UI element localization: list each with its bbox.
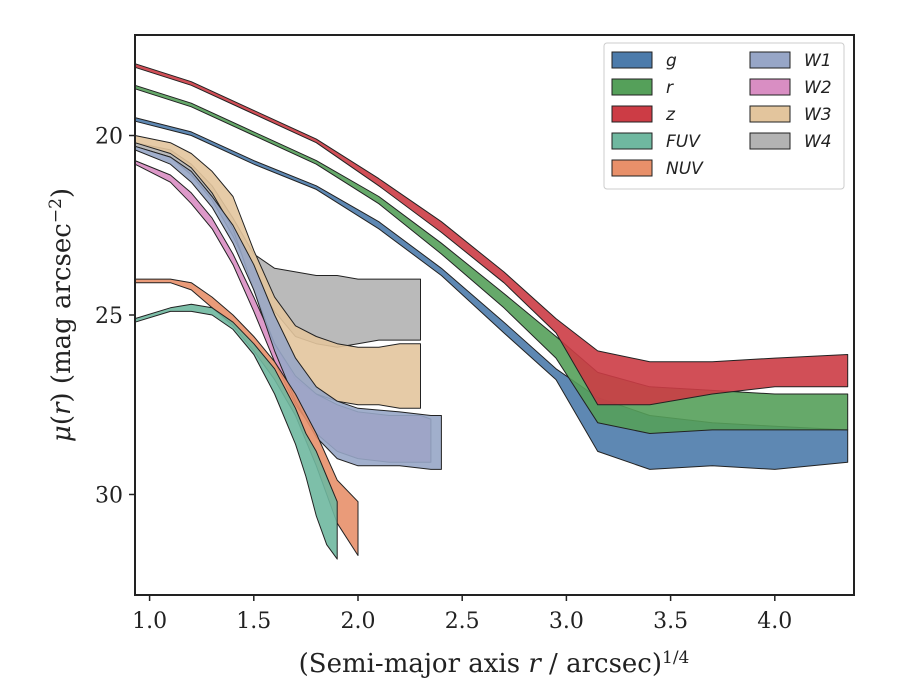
band-fuv [134,303,338,560]
band-nuv [134,278,359,556]
axis-ticks: 1.0 1.5 2.0 2.5 3.0 3.5 4.0 20 25 30 [95,125,792,634]
legend-label-nuv: NUV [666,159,704,179]
legend-label-g: g [666,51,677,71]
legend-swatch-g [611,51,653,69]
legend-swatch-w1 [749,51,791,69]
legend-label-w3: W3 [804,105,832,125]
band-g [134,117,849,470]
x-tick-label: 2.0 [340,609,375,634]
y-tick-label: 25 [95,304,123,329]
x-tick-label: 4.0 [757,609,792,634]
band-z [134,63,849,406]
legend-swatch-z [611,105,653,123]
legend-label-w2: W2 [804,78,832,98]
legend-label-fuv: FUV [666,132,701,152]
legend-swatch-w4 [749,132,791,150]
legend-label-w4: W4 [804,132,832,152]
legend-label-z: z [665,105,676,125]
y-axis-label: μ(r) (mag arcsec−2) [46,188,77,442]
x-tick-label: 2.5 [445,609,480,634]
x-tick-label: 3.0 [549,609,584,634]
legend-swatch-fuv [611,132,653,150]
legend-swatch-r [611,78,653,96]
legend-label-r: r [666,78,674,98]
x-tick-label: 1.0 [132,609,167,634]
legend: grz FUV NUV W1 W2 W3 W4 [603,42,845,190]
x-tick-label: 3.5 [653,609,688,634]
band-r [134,84,849,434]
band-w1 [134,145,442,470]
legend-label-w1: W1 [804,51,832,71]
x-axis-label: (Semi-major axis r / arcsec)1/4 [299,648,690,679]
legend-swatch-nuv [611,159,653,177]
y-tick-label: 30 [95,483,123,508]
legend-swatch-w2 [749,78,791,96]
series-bands [134,63,849,560]
y-tick-label: 20 [95,125,123,150]
x-tick-label: 1.5 [236,609,271,634]
legend-swatch-w3 [749,105,791,123]
